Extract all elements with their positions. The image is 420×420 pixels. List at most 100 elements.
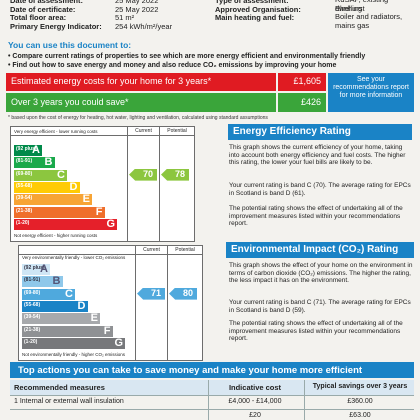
band-letter: A bbox=[40, 263, 48, 275]
band-letter: G bbox=[114, 336, 123, 349]
eer-current-indicator: 70 bbox=[129, 168, 157, 181]
header-row-value: Elmhurst bbox=[335, 3, 365, 13]
estimated-cost-value: £1,605 bbox=[293, 76, 321, 86]
band-letter: D bbox=[77, 299, 86, 312]
action-row-savings: £360.00 bbox=[347, 398, 373, 405]
eir-bottom-caption: Not environmentally friendly - higher CO… bbox=[22, 352, 126, 357]
header-info: Date of assessment: 25 May 2022 Date of ce… bbox=[10, 0, 420, 36]
cost-footnote: * based upon the cost of energy for heat… bbox=[8, 115, 268, 121]
actions-header-savings: Typical savings over 3 years bbox=[312, 383, 408, 390]
band-range: (69-80) bbox=[24, 289, 41, 296]
band-range: (69-80) bbox=[16, 170, 33, 177]
band-range: (81-91) bbox=[24, 277, 41, 284]
eir-current-indicator: 71 bbox=[137, 287, 165, 300]
eir-top-caption: Very environmentally friendly - lower CO… bbox=[22, 255, 126, 260]
header-row-label: Approved Organisation: bbox=[215, 4, 301, 14]
actions-header-measures: Recommended measures bbox=[14, 383, 105, 392]
eir-potential-indicator: 80 bbox=[169, 287, 197, 300]
eer-top-caption: Very energy efficient - lower running co… bbox=[14, 129, 98, 134]
use-doc-title: You can use this document to: bbox=[8, 40, 132, 50]
actions-title: Top actions you can take to save money a… bbox=[10, 362, 414, 378]
eer-band-d: (55-68) D bbox=[14, 180, 80, 193]
side-box-text: See your recommendations report for more… bbox=[333, 76, 409, 99]
band-range: (39-54) bbox=[16, 195, 33, 202]
band-range: (55-68) bbox=[16, 182, 33, 189]
eer-potential-indicator: 78 bbox=[161, 168, 189, 181]
header-row-label: Primary Energy Indicator: bbox=[10, 21, 102, 31]
savings-label: Over 3 years you could save* bbox=[11, 97, 129, 107]
header-row: Date of assessment: 25 May 2022 bbox=[10, 0, 158, 5]
band-range: (55-68) bbox=[24, 301, 41, 308]
band-letter: F bbox=[95, 205, 103, 218]
header-row-label: Main heating and fuel: bbox=[215, 13, 295, 22]
band-range: (81-91) bbox=[16, 158, 33, 165]
header-row-value: 25 May 2022 bbox=[115, 4, 159, 14]
eir-band-c: (69-80) C bbox=[22, 288, 75, 300]
band-letter: E bbox=[82, 193, 90, 206]
eer-para3: The potential rating shows the effect of… bbox=[229, 205, 403, 227]
eir-band-b: (81-91) B bbox=[22, 275, 63, 288]
eir-para2: Your current rating is band C (71). The … bbox=[229, 299, 411, 314]
use-doc-bullets: • Compare current ratings of properties … bbox=[8, 52, 418, 70]
header-row-label: Type of assessment: bbox=[215, 0, 289, 5]
band-range: (21-38) bbox=[16, 207, 33, 214]
estimated-cost-value-cell: £1,605 bbox=[278, 73, 326, 91]
band-letter: F bbox=[103, 324, 111, 337]
header-row: Date of certificate: 25 May 2022 bbox=[10, 4, 158, 14]
eir-band-a: (92 plus) A bbox=[22, 263, 50, 275]
header-row-label: Date of assessment: bbox=[10, 0, 83, 5]
band-range: (1-20) bbox=[16, 219, 30, 226]
cost-table: Estimated energy costs for your home for… bbox=[6, 73, 414, 113]
header-row: Type of assessment: RdSAP, existing dwell… bbox=[215, 0, 388, 12]
eir-col-current: Current bbox=[143, 247, 160, 253]
header-row-label: Date of certificate: bbox=[10, 4, 76, 14]
eir-band-d: (55-68) D bbox=[22, 299, 88, 312]
header-row-value: RdSAP, existing dwelling bbox=[335, 0, 388, 13]
band-range: (92 plus) bbox=[24, 265, 45, 271]
band-range: (39-54) bbox=[24, 314, 41, 321]
savings-value: £426 bbox=[300, 97, 321, 107]
band-letter: A bbox=[32, 144, 40, 156]
recommendations-side-box: See your recommendations report for more… bbox=[328, 73, 414, 112]
eir-band-f: (21-38) F bbox=[22, 324, 113, 337]
header-row-value: 254 kWh/m²/year bbox=[115, 21, 173, 31]
eir-para1: This graph shows the effect of your home… bbox=[229, 262, 413, 284]
eir-band-e: (39-54) E bbox=[22, 312, 100, 325]
band-letter: B bbox=[52, 275, 61, 288]
action-row-savings: £63.00 bbox=[349, 412, 371, 419]
savings-value-cell: £426 bbox=[278, 93, 326, 112]
eer-band-c: (69-80) C bbox=[14, 168, 67, 181]
band-letter: C bbox=[57, 168, 65, 181]
header-row-label: Total floor area: bbox=[10, 13, 67, 22]
eer-para2: Your current rating is band C (70). The … bbox=[229, 182, 411, 197]
band-letter: G bbox=[106, 217, 115, 230]
eer-band-a: (92 plus) A bbox=[14, 144, 42, 156]
header-row-value: Boiler and radiators, mains gas bbox=[335, 12, 403, 30]
actions-table: Recommended measures Indicative cost Typ… bbox=[10, 380, 414, 420]
action-row-measure: 1 Internal or external wall insulation bbox=[14, 398, 124, 405]
eer-band-g: (1-20) G bbox=[14, 217, 117, 230]
eir-band-g: (1-20) G bbox=[22, 336, 125, 349]
savings-row: Over 3 years you could save* bbox=[6, 93, 276, 112]
eer-bottom-caption: Not energy efficient - higher running co… bbox=[14, 233, 98, 238]
eer-graph: Current Potential Very energy efficient … bbox=[10, 126, 195, 242]
estimated-cost-row: Estimated energy costs for your home for… bbox=[6, 73, 276, 91]
eir-title: Environmental Impact (CO₂) Rating bbox=[226, 242, 414, 258]
eir-col-potential: Potential bbox=[175, 247, 195, 253]
header-row: Main heating and fuel: Boiler and radiato… bbox=[215, 12, 402, 29]
eer-title: Energy Efficiency Rating bbox=[228, 124, 412, 140]
eir-graph: Current Potential Very environmentally f… bbox=[18, 245, 203, 361]
eer-band-f: (21-38) F bbox=[14, 205, 105, 218]
eer-band-e: (39-54) E bbox=[14, 193, 92, 206]
eer-band-b: (81-91) B bbox=[14, 156, 55, 169]
use-doc-bullet: • Find out how to save energy and money … bbox=[8, 62, 337, 69]
eer-col-current: Current bbox=[135, 128, 152, 134]
band-range: (1-20) bbox=[24, 338, 38, 345]
eer-col-potential: Potential bbox=[167, 128, 187, 134]
header-row: Primary Energy Indicator: 254 kWh/m²/year bbox=[10, 21, 172, 31]
band-letter: D bbox=[69, 180, 78, 193]
header-row-value: 51 m² bbox=[115, 13, 135, 22]
estimated-cost-label: Estimated energy costs for your home for… bbox=[11, 76, 212, 86]
band-range: (92 plus) bbox=[16, 146, 37, 152]
